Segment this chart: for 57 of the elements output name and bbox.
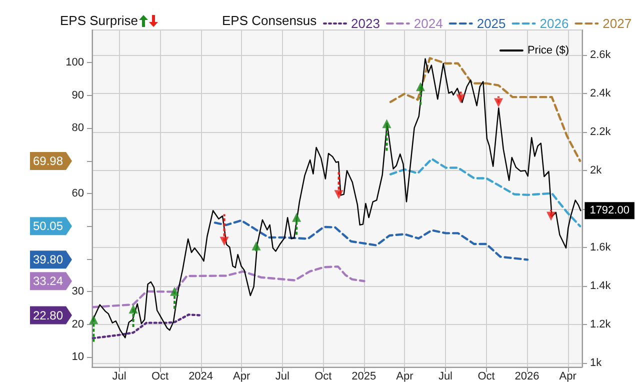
point <box>456 94 466 104</box>
line-series <box>214 219 529 261</box>
legend-label: 2025 <box>476 16 506 31</box>
x-tick-label: 2026 <box>514 370 540 382</box>
legend-label: 2027 <box>602 16 632 31</box>
x-tick-label: Apr <box>396 370 414 382</box>
legend-label: 2023 <box>351 16 380 31</box>
line-series <box>389 57 582 162</box>
y2-tick-label: 1k <box>590 357 602 370</box>
point <box>382 119 392 128</box>
x-tick-label: 2024 <box>188 370 214 382</box>
y2-tick-label: 2.6k <box>590 49 612 62</box>
y-tick-label: 60 <box>72 188 84 200</box>
y-tick-label: 80 <box>72 122 84 134</box>
y2-tick-label: 2.4k <box>590 88 612 100</box>
text: EPS Surprise <box>60 13 138 28</box>
y2-tick-label: 1.6k <box>590 242 612 254</box>
text: 33.24 <box>33 274 64 288</box>
x-tick-label: Apr <box>233 370 250 382</box>
point <box>292 212 302 222</box>
text: 39.80 <box>33 252 64 267</box>
text: 69.98 <box>33 154 64 168</box>
y2-tick-label: 1.4k <box>590 280 612 292</box>
x-tick-label: Jul <box>112 370 126 382</box>
y2-tick-label: 2.2k <box>590 126 612 138</box>
legend-label: 2026 <box>540 16 569 31</box>
x-tick-label: Apr <box>559 370 577 382</box>
x-tick-label: Oct <box>314 370 332 382</box>
y-tick-label: 20 <box>72 318 84 330</box>
point <box>546 212 556 221</box>
point <box>416 82 426 92</box>
point <box>220 236 229 246</box>
point <box>128 304 138 314</box>
point <box>334 190 344 200</box>
x-tick-label: 2025 <box>352 370 376 382</box>
x-tick-label: Jul <box>438 370 453 382</box>
y2-tick-label: 1.2k <box>590 318 612 331</box>
legend-title: EPS Consensus <box>222 13 317 28</box>
y-tick-label: 90 <box>72 89 84 102</box>
line-series <box>92 314 202 340</box>
x-tick-label: Jul <box>275 370 290 382</box>
y-tick-label: 30 <box>72 286 84 298</box>
y-tick-label: 10 <box>72 351 84 364</box>
x-tick-label: Oct <box>151 370 169 382</box>
y-tick-label: 100 <box>66 56 84 69</box>
point <box>252 241 261 250</box>
legend-label: Price ($) <box>527 44 569 56</box>
line-series <box>389 158 582 228</box>
legend-label: 2024 <box>414 16 443 31</box>
point <box>89 315 98 324</box>
point <box>170 286 180 296</box>
text: 50.05 <box>33 219 64 234</box>
y2-tick-label: 2k <box>590 164 602 177</box>
data-label: 1792.00 <box>590 204 630 217</box>
point <box>494 98 503 108</box>
x-tick-label: Oct <box>478 370 495 382</box>
text: 22.80 <box>33 308 64 322</box>
